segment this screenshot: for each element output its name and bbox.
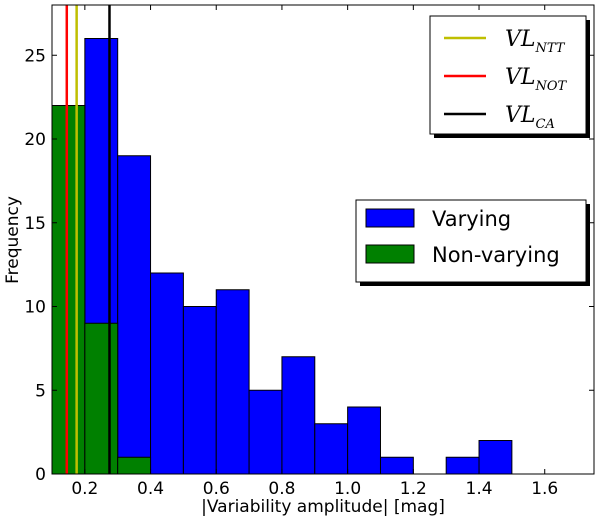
bar-non-varying-0 [51,105,86,475]
y-tick-label: 5 [35,381,46,401]
bar-varying-7 [281,356,316,475]
x-axis-ticks: 0.2 0.4 0.6 0.8 1.0 1.2 1.4 1.6 [71,5,558,499]
bar-varying-12 [445,456,480,475]
y-axis-label: Frequency [3,196,23,284]
bar-varying-8 [314,423,349,475]
bar-varying-9 [347,406,381,475]
y-tick-label: 20 [24,130,46,150]
bar-varying-10 [379,456,414,475]
x-tick-label: 0.8 [268,479,295,499]
bar-varying-3 [150,272,184,475]
x-tick-label: 0.2 [71,479,98,499]
bar-varying-6 [248,389,283,475]
legend-label-non-varying: Non-varying [432,243,560,267]
x-tick-label: 1.4 [466,479,493,499]
histogram-bars [51,38,513,475]
bar-varying-2 [117,155,152,475]
bar-non-varying-1 [84,322,119,475]
x-tick-label: 1.2 [400,479,427,499]
y-tick-label: 25 [24,46,46,66]
x-tick-label: 1.6 [531,479,558,499]
bar-legend: Varying Non-varying [355,199,590,286]
bar-non-varying-2 [117,456,152,475]
x-tick-label: 0.4 [137,479,164,499]
legend-label-varying: Varying [432,207,511,231]
x-tick-label: 1.0 [334,479,361,499]
legend-swatch-non-varying [365,244,415,264]
bar-varying-13 [478,440,513,475]
y-tick-label: 15 [24,214,46,234]
y-tick-label: 0 [35,465,46,485]
x-tick-label: 0.6 [203,479,230,499]
plot-frame [51,4,595,475]
legend-swatch-varying [365,208,415,228]
threshold-lines [65,5,111,474]
bar-varying-5 [215,289,250,475]
x-axis-label: |Variability amplitude| [mag] [201,497,445,517]
bar-varying-4 [182,306,217,475]
y-tick-label: 10 [24,298,46,318]
